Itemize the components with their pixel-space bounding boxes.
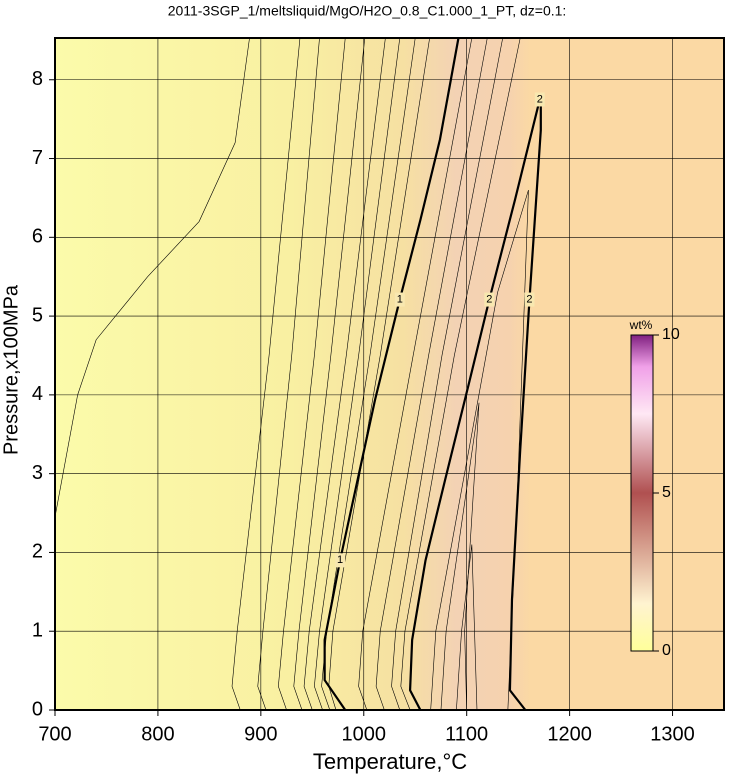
y-tick-label: 8: [32, 68, 43, 90]
contour-line: [430, 189, 529, 711]
contour-line: [257, 37, 320, 711]
colorbar-label: wt%: [629, 318, 653, 332]
x-tick-label: 1300: [650, 723, 695, 745]
contour-line: [278, 37, 346, 711]
x-tick-label: 1200: [547, 723, 592, 745]
contour-line: [303, 37, 386, 711]
plot-background: [55, 38, 724, 710]
y-tick-label: 0: [32, 698, 43, 720]
contour-line: [400, 37, 521, 711]
contour-label-bg: [524, 292, 535, 307]
x-tick-label: 800: [141, 723, 174, 745]
y-tick-label: 1: [32, 620, 43, 642]
y-tick-label: 2: [32, 541, 43, 563]
y-tick-label: 7: [32, 147, 43, 169]
x-tick-label: 1100: [445, 723, 488, 745]
x-axis-label: Temperature,°C: [313, 749, 467, 774]
colorbar: [630, 334, 654, 652]
contour-line: [456, 544, 478, 711]
chart-title: 2011-3SGP_1/meltsliquid/MgO/H2O_0.8_C1.0…: [168, 3, 567, 19]
contour-label: 2: [526, 293, 532, 305]
x-tick-label: 900: [244, 723, 277, 745]
contour-line: [375, 37, 488, 711]
y-axis-label: Pressure,x100MPa: [0, 284, 22, 455]
contour-label: 1: [397, 293, 403, 305]
contour-line: [321, 37, 416, 711]
contour-label-bg: [484, 292, 495, 307]
contour-label-bg: [335, 553, 346, 568]
contour-label-bg: [394, 292, 405, 307]
plot-frame: [54, 37, 725, 711]
y-tick-label: 4: [32, 383, 43, 405]
contour-line: [323, 37, 460, 711]
y-tick-label: 6: [32, 226, 43, 248]
contour-label-bg: [534, 92, 545, 107]
contour-line: [293, 37, 366, 711]
contour-line: [440, 402, 480, 711]
colorbar-tick-label: 0: [662, 642, 671, 659]
contour-line: [358, 37, 473, 711]
contour-line: [328, 37, 430, 711]
contour-line: [391, 37, 504, 711]
contour-line: [231, 37, 301, 711]
colorbar-tick-label: 5: [662, 484, 671, 501]
y-tick-label: 3: [32, 462, 43, 484]
y-tick-label: 5: [32, 304, 43, 326]
contour-label: 2: [486, 293, 492, 305]
colorbar-tick-label: 10: [662, 326, 680, 343]
contour-line: [54, 37, 250, 518]
contour-label: 2: [537, 93, 543, 105]
x-tick-label: 1000: [342, 723, 387, 745]
contour-label: 1: [337, 554, 343, 566]
contour-line: [314, 37, 401, 711]
x-tick-label: 700: [38, 723, 71, 745]
